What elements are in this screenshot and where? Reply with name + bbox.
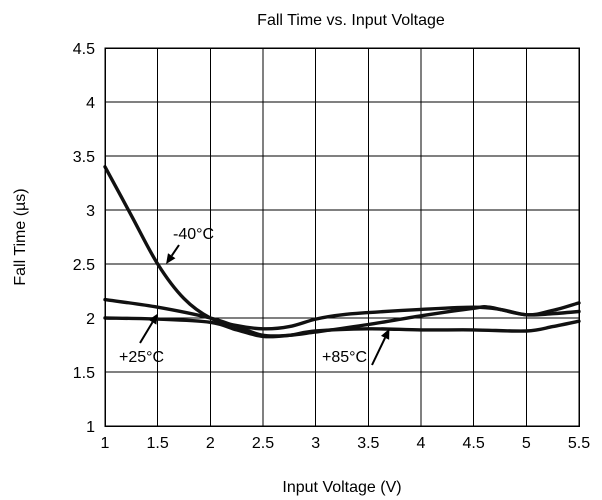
y-tick-label: 3.5 [73, 149, 95, 166]
annotation-label: +25°C [119, 349, 164, 366]
x-tick-label: 5 [522, 435, 531, 452]
y-tick-label: 4.5 [73, 41, 95, 58]
x-tick-label: 3.5 [357, 435, 379, 452]
x-axis-label: Input Voltage (V) [282, 479, 401, 496]
annotation-label: +85°C [322, 349, 367, 366]
y-tick-label: 1 [86, 419, 95, 436]
x-tick-label: 4.5 [463, 435, 485, 452]
x-tick-label: 3 [311, 435, 320, 452]
plot-frame [104, 47, 580, 427]
y-tick-label: 1.5 [73, 365, 95, 382]
arrowhead-icon [148, 313, 158, 325]
y-tick-label: 2.5 [73, 257, 95, 274]
series-lines [103, 165, 581, 339]
annotation-pointer [139, 321, 154, 344]
annotation-pointer [371, 337, 386, 366]
y-tick-label: 2 [86, 311, 95, 328]
y-axis-label: Fall Time (µs) [12, 188, 29, 285]
arrowhead-icon [381, 328, 390, 340]
annotations: -40°C +25°C +85°C [119, 226, 390, 366]
y-tick-label: 3 [86, 203, 95, 220]
chart-title: Fall Time vs. Input Voltage [257, 12, 445, 29]
x-tick-label: 2.5 [252, 435, 274, 452]
x-tick-label: 4 [417, 435, 426, 452]
x-tick-label: 1 [101, 435, 110, 452]
x-tick-label: 1.5 [147, 435, 169, 452]
x-tick-label: 2 [206, 435, 215, 452]
y-tick-label: 4 [86, 95, 95, 112]
annotation-label: -40°C [173, 226, 214, 243]
arrowhead-icon [166, 253, 176, 264]
y-tick-labels: 1 1.5 2 2.5 3 3.5 4 4.5 [73, 41, 95, 436]
x-tick-label: 5.5 [568, 435, 590, 452]
annotation-pointer [170, 244, 180, 257]
series-line [103, 316, 581, 339]
x-tick-labels: 1 1.5 2 2.5 3 3.5 4 4.5 5 5.5 [101, 435, 591, 452]
